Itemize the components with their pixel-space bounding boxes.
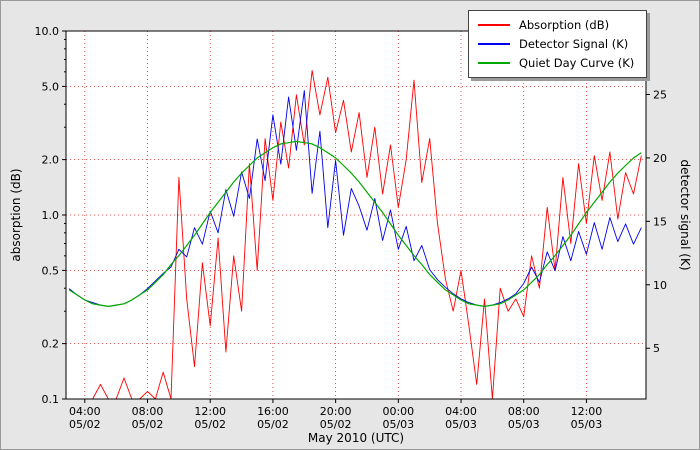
legend-item-absorption: Absorption (dB) [478, 18, 634, 32]
legend-label-detector-signal: Detector Signal (K) [519, 37, 629, 51]
left-y-tick-label: 0.2 [42, 338, 60, 351]
legend-swatch-absorption [478, 24, 510, 26]
tick-labels: 04:0005/0208:0005/0212:0005/0216:0005/02… [35, 25, 668, 431]
x-tick-time-label: 08:00 [508, 405, 540, 418]
x-tick-date-label: 05/03 [445, 418, 477, 431]
x-tick-time-label: 08:00 [132, 405, 164, 418]
legend-swatch-quiet-day-curve [478, 62, 510, 64]
legend-item-detector-signal: Detector Signal (K) [478, 37, 634, 51]
x-tick-date-label: 05/02 [132, 418, 164, 431]
left-y-tick-label: 0.1 [42, 393, 60, 406]
x-tick-date-label: 05/03 [382, 418, 414, 431]
x-tick-time-label: 00:00 [382, 405, 414, 418]
x-axis-label: May 2010 (UTC) [307, 431, 405, 445]
legend: Absorption (dB) Detector Signal (K) Quie… [468, 10, 648, 78]
tick-marks [62, 30, 650, 403]
x-tick-date-label: 05/02 [320, 418, 352, 431]
x-tick-time-label: 12:00 [194, 405, 226, 418]
left-y-tick-label: 0.5 [42, 264, 60, 277]
right-y-tick-label: 5 [653, 342, 660, 355]
legend-swatch-detector-signal [478, 43, 510, 45]
x-tick-date-label: 05/02 [257, 418, 289, 431]
left-y-axis-label: absorption (dB) [9, 168, 23, 262]
x-tick-time-label: 12:00 [571, 405, 603, 418]
x-tick-date-label: 05/02 [69, 418, 101, 431]
quiet-day-curve-line [68, 140, 642, 307]
legend-label-quiet-day-curve: Quiet Day Curve (K) [519, 56, 635, 70]
legend-label-absorption: Absorption (dB) [519, 18, 610, 32]
left-y-tick-label: 10.0 [35, 25, 60, 38]
absorption-line [69, 70, 642, 400]
x-tick-date-label: 05/03 [571, 418, 603, 431]
legend-item-quiet-day-curve: Quiet Day Curve (K) [478, 56, 634, 70]
left-y-tick-label: 2.0 [42, 154, 60, 167]
right-y-axis-label: detector signal (K) [678, 159, 692, 271]
right-y-tick-label: 20 [653, 152, 667, 165]
x-tick-date-label: 05/02 [194, 418, 226, 431]
left-y-tick-label: 5.0 [42, 80, 60, 93]
right-y-tick-label: 25 [653, 88, 667, 101]
x-tick-time-label: 16:00 [257, 405, 289, 418]
x-tick-time-label: 20:00 [320, 405, 352, 418]
right-y-tick-label: 15 [653, 215, 667, 228]
x-tick-time-label: 04:00 [445, 405, 477, 418]
left-y-tick-label: 1.0 [42, 209, 60, 222]
right-y-tick-label: 10 [653, 279, 667, 292]
x-tick-date-label: 05/03 [508, 418, 540, 431]
x-tick-time-label: 04:00 [69, 405, 101, 418]
